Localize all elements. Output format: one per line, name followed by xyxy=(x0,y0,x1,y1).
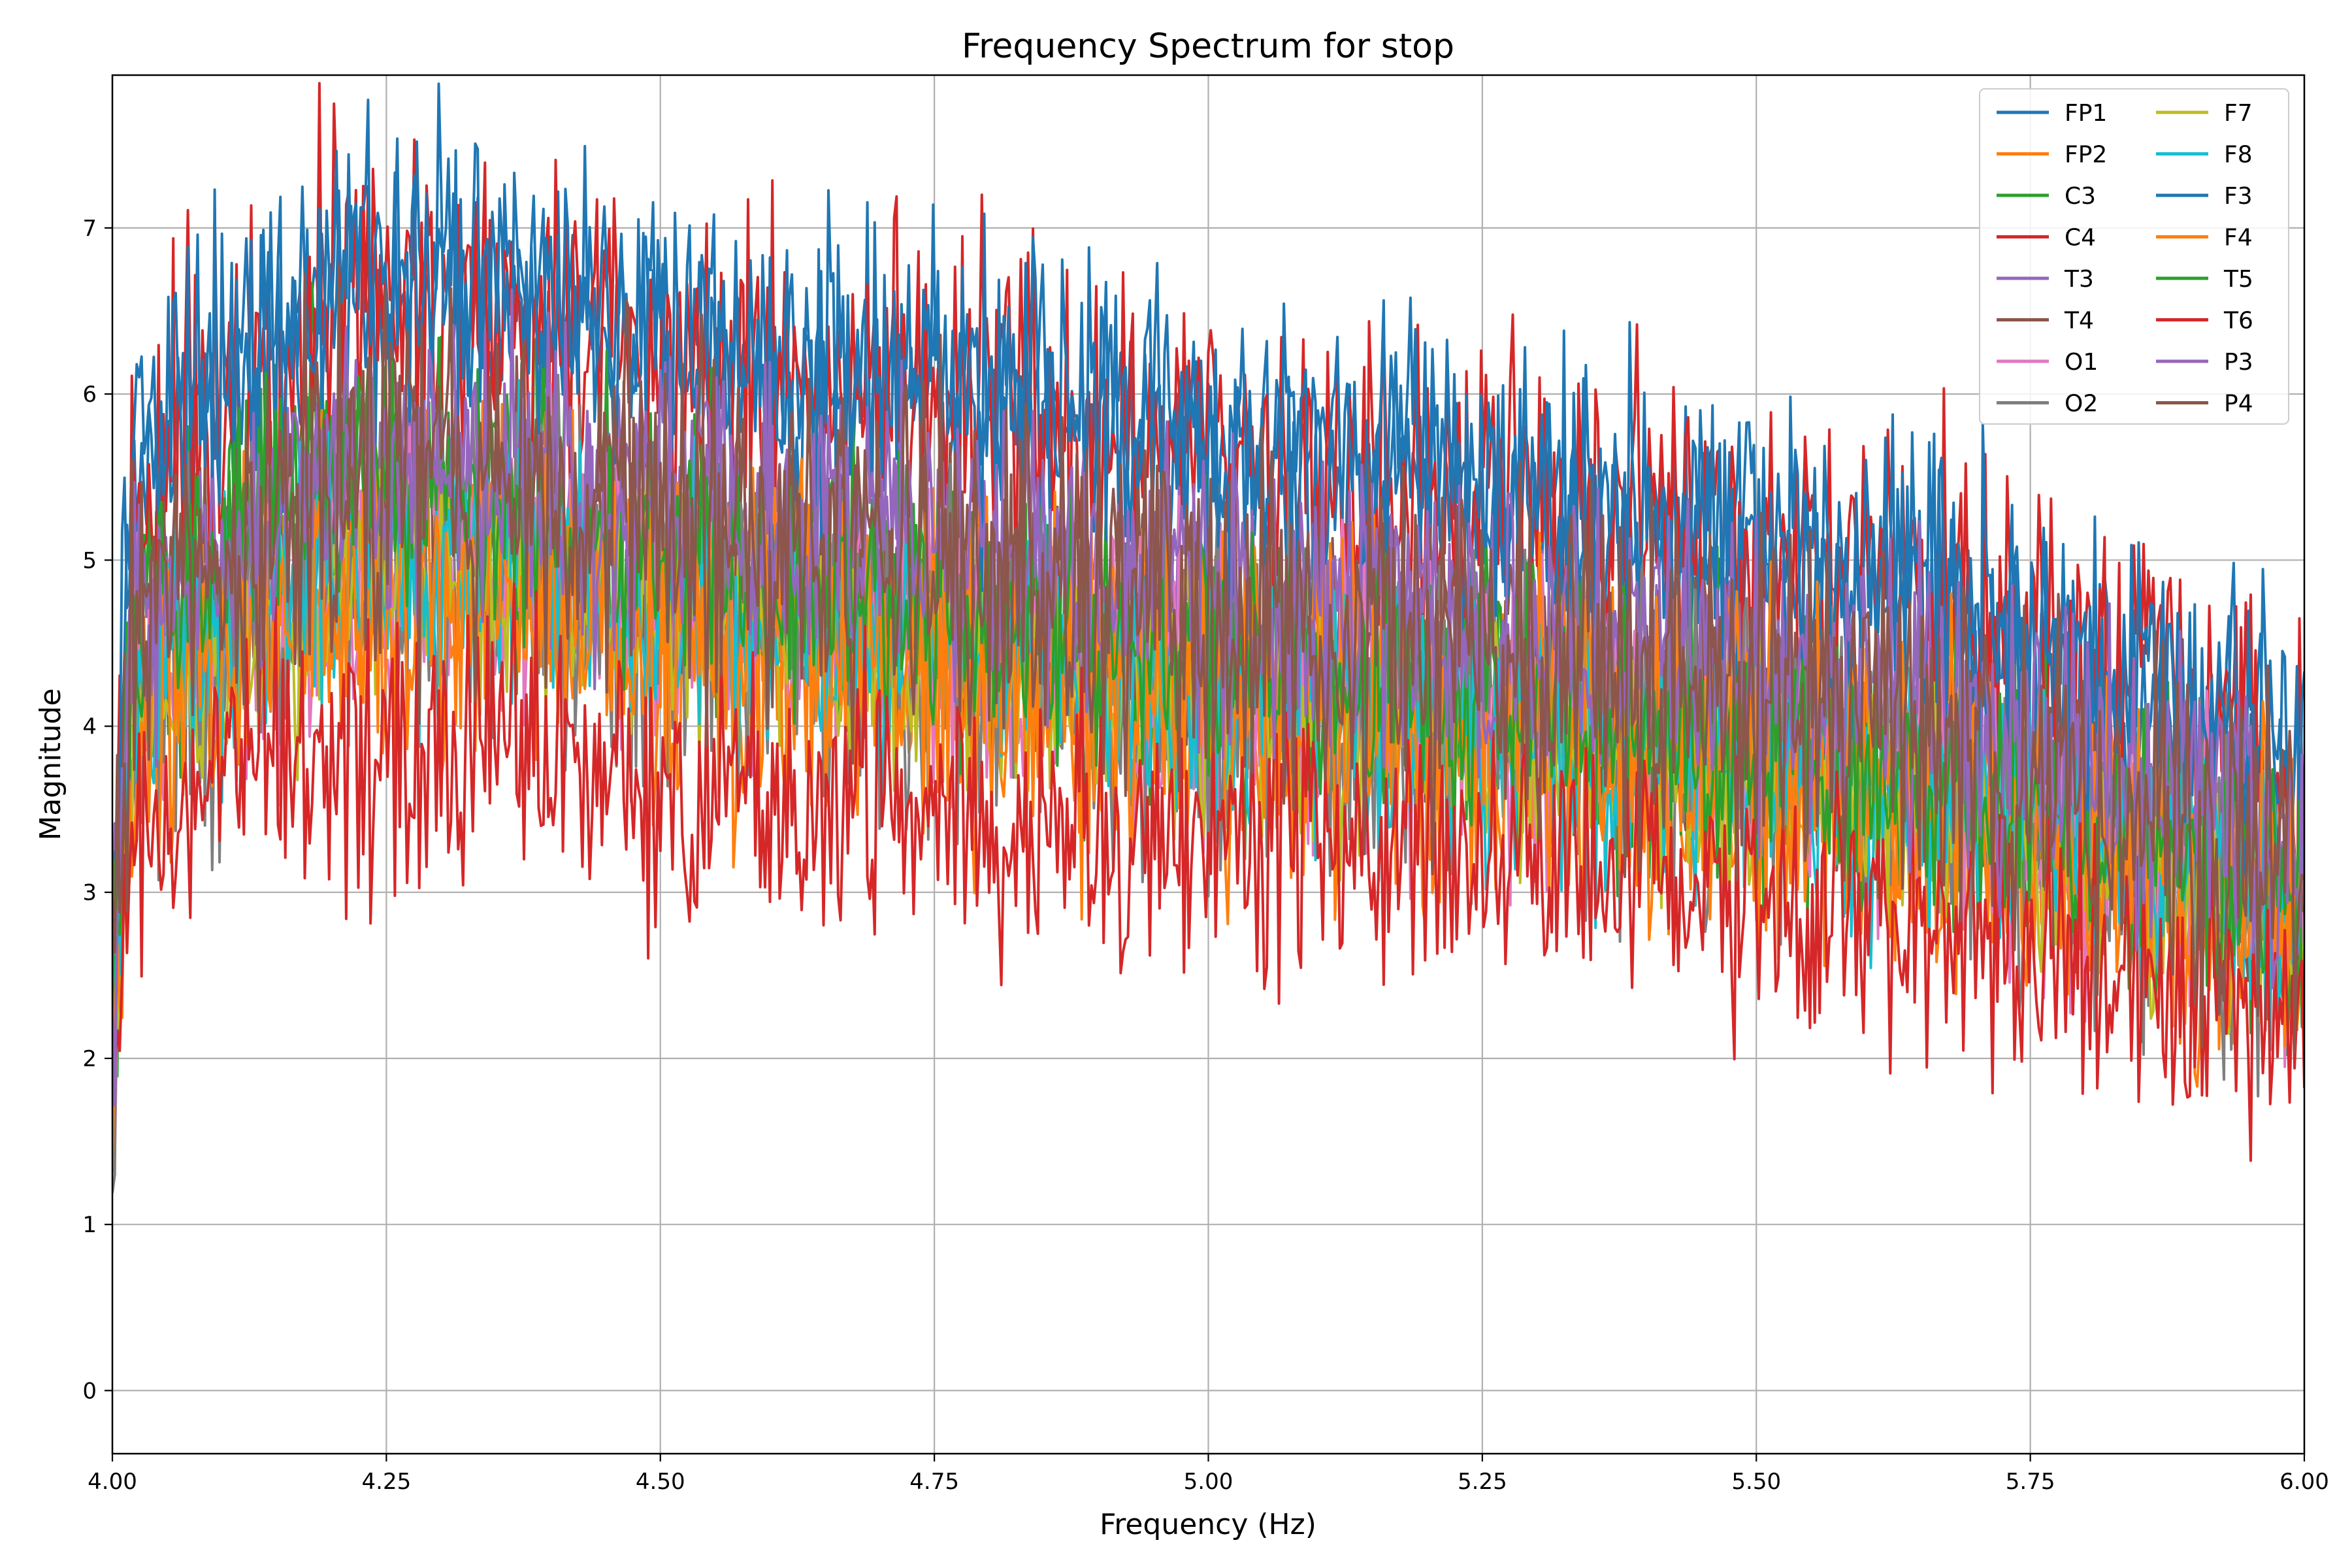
x-axis-label: Frequency (Hz) xyxy=(1100,1508,1316,1541)
y-tick-label: 3 xyxy=(82,880,97,906)
chart-title: Frequency Spectrum for stop xyxy=(962,27,1454,66)
y-tick-label: 4 xyxy=(82,714,97,740)
legend: FP1 FP2 C3 C4 T3 T4 O1 O2 F7 F8 F3 F4 T5 T6 P3 P4 xyxy=(1979,88,2289,425)
series-lines xyxy=(112,82,2304,1194)
x-tick-label: 4.25 xyxy=(362,1469,412,1495)
series-line-f3 xyxy=(112,82,2304,938)
x-tick-label: 5.25 xyxy=(1458,1469,1507,1495)
y-tick-label: 6 xyxy=(82,382,97,408)
y-tick-label: 1 xyxy=(82,1212,97,1238)
series-line-t6 xyxy=(112,582,2304,1162)
axis-ticks: 4.00 4.25 4.50 4.75 5.00 5.25 5.50 5.75 6.00 0 1 2 3… xyxy=(82,216,2328,1495)
legend-entry: F7 xyxy=(2224,100,2253,127)
y-tick-label: 2 xyxy=(82,1046,97,1072)
x-tick-label: 5.75 xyxy=(2006,1469,2055,1495)
x-tick-label: 5.50 xyxy=(1731,1469,1781,1495)
legend-entry: FP1 xyxy=(2065,100,2107,127)
y-tick-label: 0 xyxy=(82,1378,97,1404)
series-line-p4 xyxy=(112,262,2304,1054)
y-axis-label: Magnitude xyxy=(34,688,67,840)
legend-box xyxy=(1979,88,2289,425)
legend-entry: F8 xyxy=(2224,142,2253,169)
legend-entry: O2 xyxy=(2065,391,2098,417)
legend-entry: P3 xyxy=(2224,349,2253,376)
x-tick-label: 5.00 xyxy=(1184,1469,1233,1495)
legend-entry: T5 xyxy=(2223,266,2253,293)
legend-entry: C4 xyxy=(2065,225,2096,252)
legend-entry: C3 xyxy=(2065,183,2096,210)
legend-entry: O1 xyxy=(2065,349,2098,376)
y-tick-label: 7 xyxy=(82,216,97,242)
x-tick-label: 6.00 xyxy=(2279,1469,2329,1495)
legend-entry: T4 xyxy=(2064,308,2094,335)
legend-entry: T6 xyxy=(2223,308,2253,335)
x-tick-label: 4.50 xyxy=(636,1469,685,1495)
x-tick-label: 4.75 xyxy=(909,1469,959,1495)
legend-entry: P4 xyxy=(2224,391,2253,417)
x-tick-label: 4.00 xyxy=(88,1469,137,1495)
legend-entry: T3 xyxy=(2064,266,2094,293)
y-tick-label: 5 xyxy=(82,547,97,574)
legend-entry: F4 xyxy=(2224,225,2253,252)
legend-entry: F3 xyxy=(2224,183,2253,210)
legend-entry: FP2 xyxy=(2065,142,2107,169)
